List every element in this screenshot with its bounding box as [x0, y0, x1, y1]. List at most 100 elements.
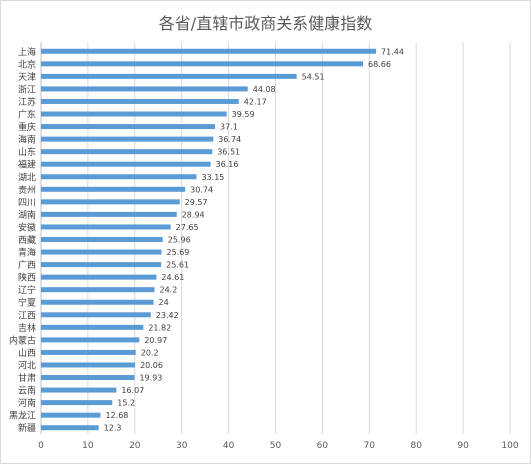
value-label: 19.93 — [139, 374, 162, 383]
value-label: 23.42 — [156, 311, 179, 320]
category-label: 重庆 — [18, 121, 36, 133]
category-label: 河南 — [18, 397, 36, 409]
bar — [41, 174, 197, 180]
category-label: 宁夏 — [18, 297, 36, 309]
value-label: 36.16 — [216, 160, 239, 169]
category-label: 吉林 — [18, 322, 36, 334]
category-label: 青海 — [18, 247, 36, 259]
bar — [41, 262, 162, 268]
value-label: 30.74 — [190, 185, 213, 194]
value-label: 20.2 — [141, 348, 159, 357]
category-label: 江西 — [18, 310, 36, 321]
value-label: 71.44 — [381, 47, 404, 56]
x-tick-label: 40 — [223, 441, 235, 451]
bar — [41, 362, 136, 368]
x-tick-label: 50 — [270, 441, 282, 451]
value-label: 24.2 — [159, 286, 177, 295]
value-label: 39.59 — [232, 110, 255, 119]
category-label: 福建 — [18, 159, 36, 171]
value-label: 27.65 — [176, 223, 199, 232]
bar — [41, 249, 162, 255]
bar — [41, 349, 136, 355]
bar — [41, 324, 144, 330]
bar — [41, 136, 214, 142]
category-label: 上海 — [18, 46, 36, 58]
x-tick-label: 90 — [457, 441, 469, 451]
bar — [41, 186, 186, 192]
value-label: 54.51 — [302, 72, 325, 81]
x-tick-label: 20 — [129, 441, 141, 451]
value-label: 25.61 — [166, 261, 189, 270]
category-label: 四川 — [18, 198, 36, 208]
bar — [41, 149, 213, 155]
value-label: 29.57 — [185, 198, 208, 207]
value-label: 16.07 — [121, 386, 144, 395]
bar — [41, 98, 239, 104]
value-label: 37.1 — [220, 123, 238, 132]
category-label: 山东 — [18, 146, 36, 158]
value-label: 24 — [159, 298, 169, 307]
category-label: 贵州 — [18, 184, 36, 196]
x-tick-label: 30 — [176, 441, 188, 451]
value-label: 28.94 — [182, 210, 205, 219]
category-label: 陕西 — [18, 272, 36, 284]
value-label: 68.66 — [368, 60, 391, 69]
value-label: 36.74 — [218, 135, 241, 144]
category-label: 江苏 — [18, 96, 36, 108]
value-label: 24.61 — [161, 273, 184, 282]
bar — [41, 211, 177, 217]
x-tick-label: 60 — [317, 441, 329, 451]
chart-title: 各省/直辖市政商关系健康指数 — [158, 14, 373, 33]
bar — [41, 287, 155, 293]
category-label: 新疆 — [18, 422, 36, 434]
bar — [41, 412, 101, 418]
value-label: 12.68 — [105, 411, 128, 420]
category-label: 河北 — [18, 359, 36, 371]
category-label: 广西 — [18, 259, 36, 271]
bar — [41, 312, 151, 318]
category-label: 内蒙古 — [9, 334, 36, 346]
value-label: 36.51 — [217, 148, 240, 157]
category-label: 北京 — [18, 58, 36, 70]
value-label: 20.06 — [140, 361, 163, 370]
bar — [41, 425, 99, 431]
x-tick-label: 100 — [501, 441, 518, 451]
bar — [41, 337, 140, 343]
value-label: 25.96 — [168, 236, 191, 245]
category-label: 山西 — [18, 348, 36, 359]
bar — [41, 161, 211, 167]
bar — [41, 48, 377, 54]
bar — [41, 237, 163, 242]
category-label: 黑龙江 — [9, 410, 36, 422]
bar — [41, 199, 180, 205]
bar — [41, 387, 117, 393]
category-label: 湖南 — [18, 209, 36, 221]
bar — [41, 124, 215, 130]
x-tick-label: 10 — [82, 441, 94, 451]
bar — [41, 73, 297, 79]
x-tick-label: 80 — [410, 441, 422, 451]
value-label: 44.08 — [253, 85, 276, 94]
category-label: 安徽 — [18, 221, 36, 233]
bar — [41, 224, 171, 230]
category-label: 海南 — [18, 134, 36, 146]
x-tick-label: 70 — [364, 441, 376, 451]
category-label: 浙江 — [18, 83, 36, 95]
value-label: 12.3 — [104, 424, 122, 433]
bar — [41, 274, 157, 280]
category-label: 湖北 — [18, 172, 36, 183]
value-label: 25.69 — [166, 248, 189, 257]
value-label: 21.82 — [148, 323, 171, 332]
bar — [41, 86, 248, 92]
value-label: 42.17 — [244, 97, 267, 106]
category-label: 广东 — [18, 109, 36, 121]
category-label: 云南 — [18, 385, 36, 397]
bar — [41, 400, 113, 406]
category-label: 西藏 — [18, 234, 36, 246]
value-label: 20.97 — [144, 336, 167, 345]
value-label: 33.15 — [201, 173, 224, 182]
bar — [41, 375, 135, 381]
bar — [41, 111, 227, 117]
category-label: 天津 — [18, 72, 36, 83]
